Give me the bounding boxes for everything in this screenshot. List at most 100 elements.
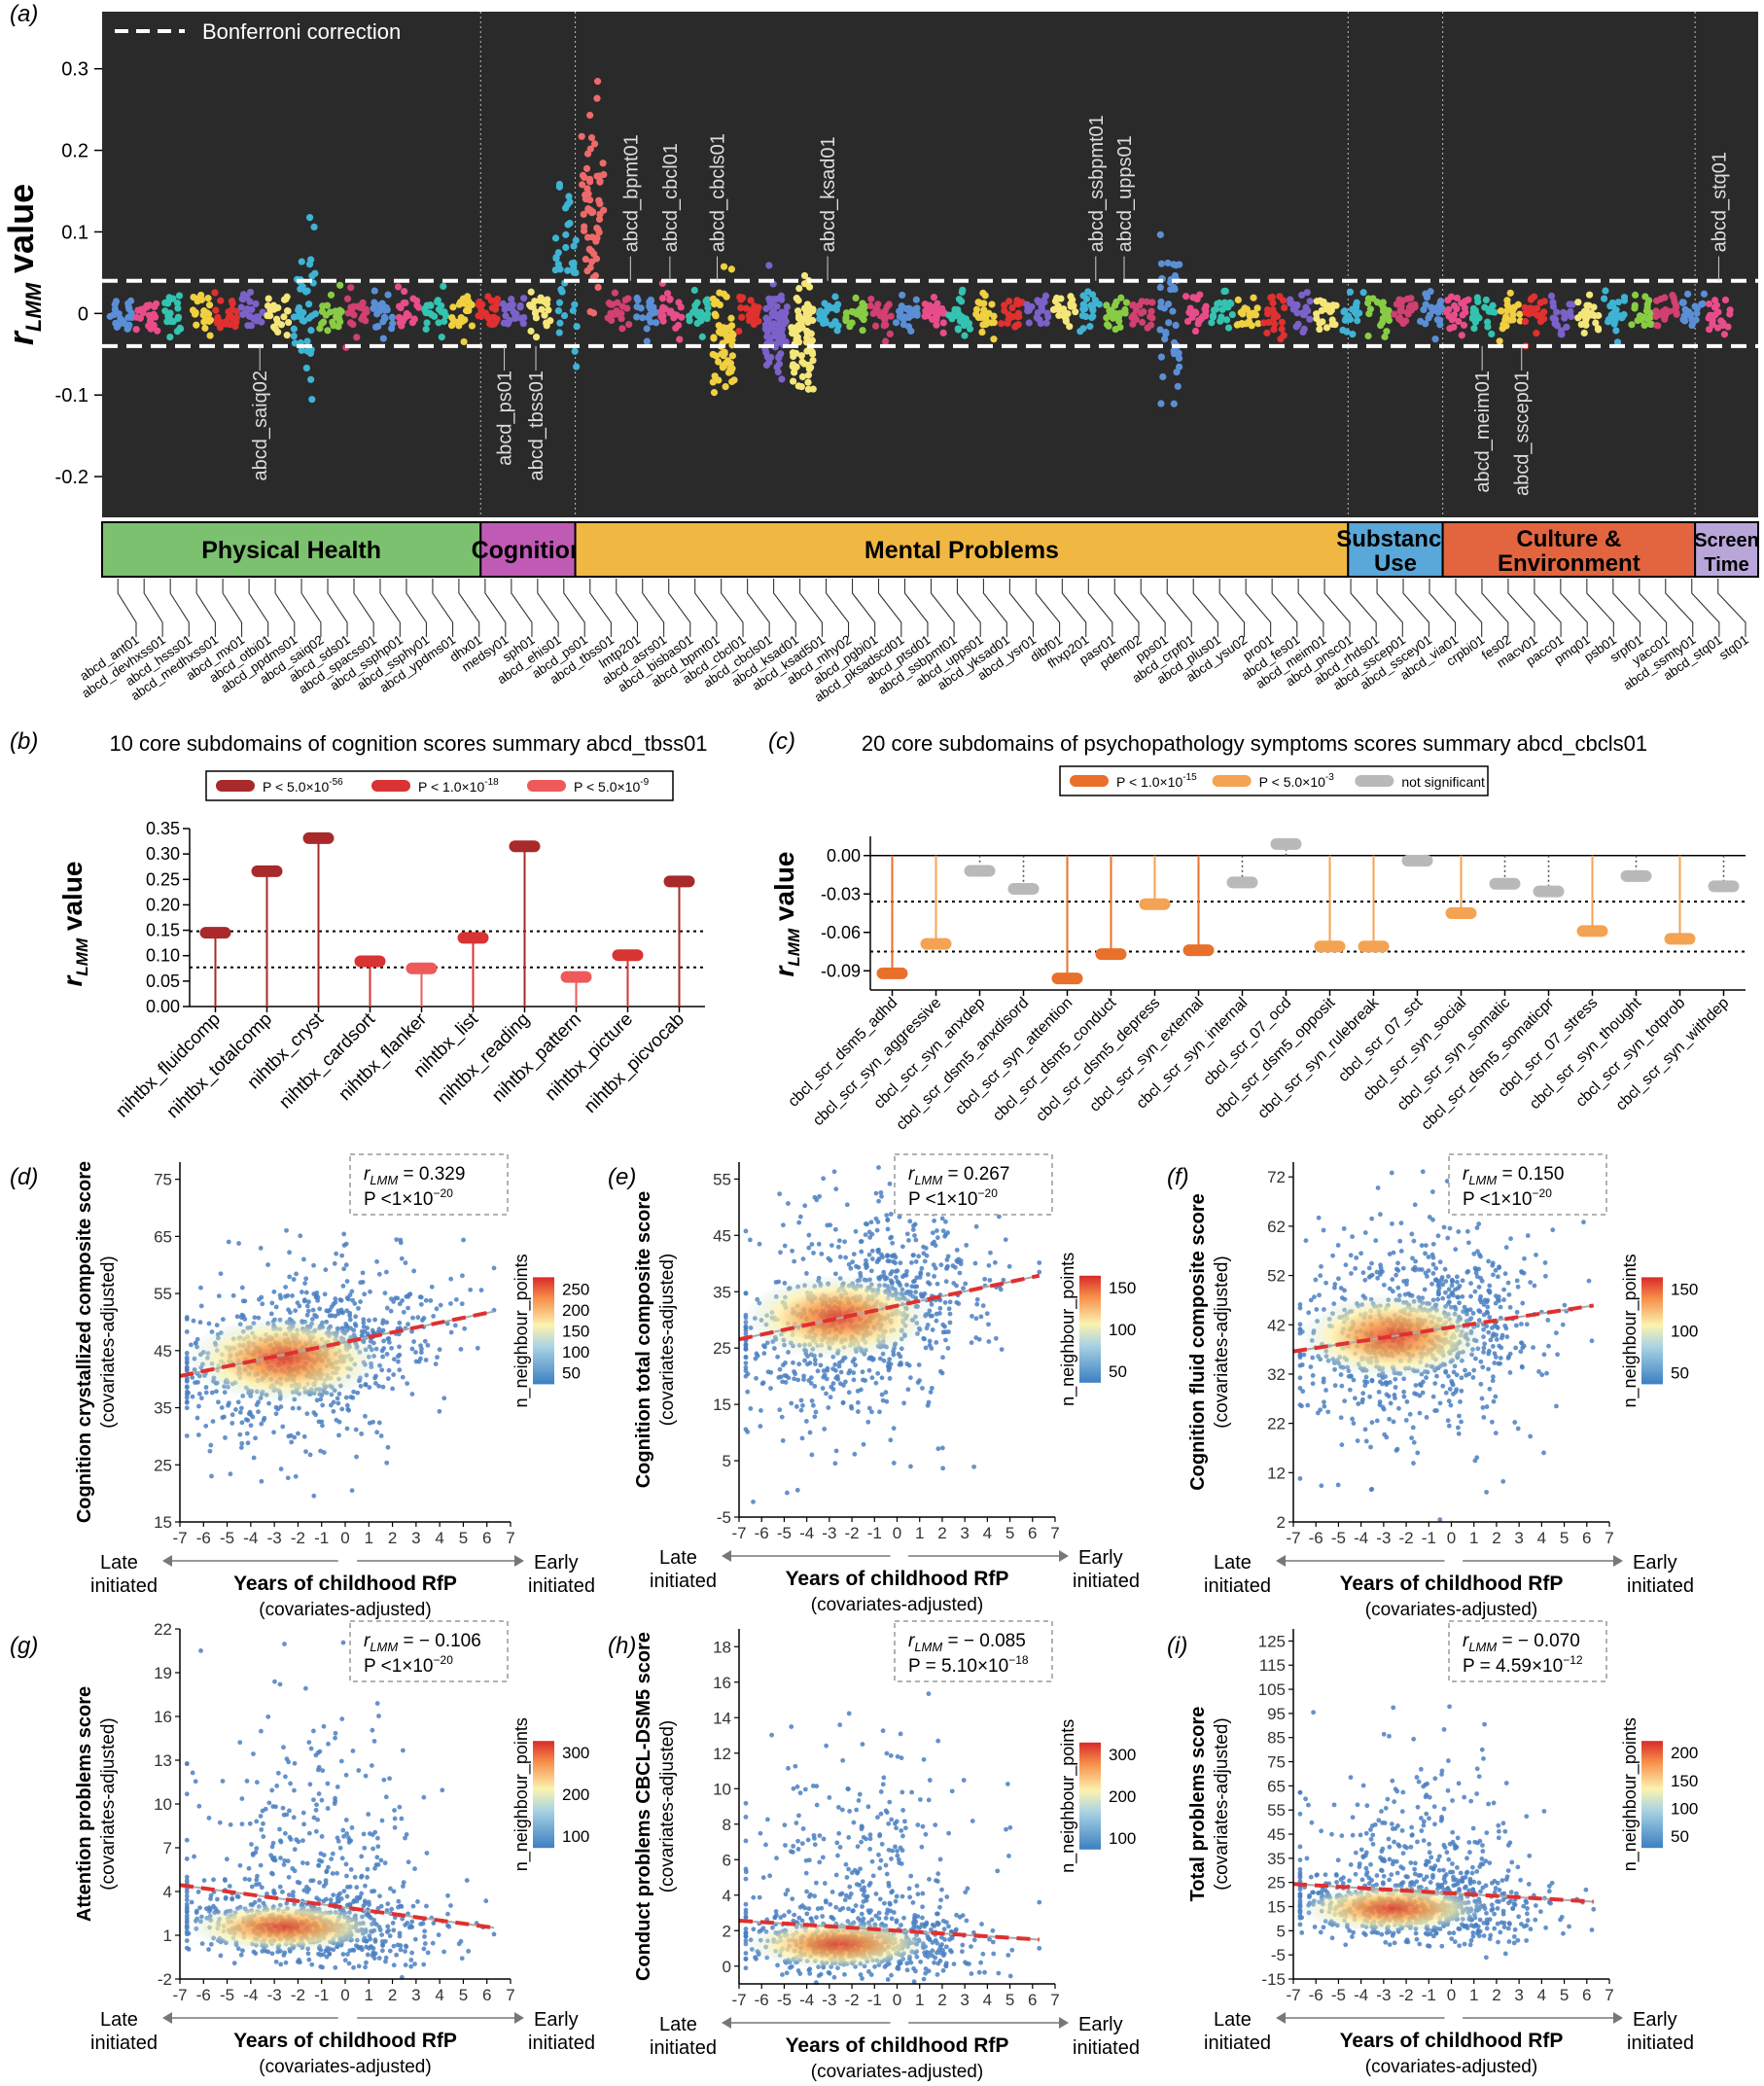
panel-a-point xyxy=(966,325,974,333)
panel-a-point xyxy=(892,319,900,327)
ytick-label: -0.09 xyxy=(821,961,861,980)
panel-a-point xyxy=(900,315,908,323)
panel-a-point xyxy=(675,299,683,306)
scatter-point xyxy=(1388,1400,1394,1406)
scatter-point xyxy=(1446,1373,1451,1379)
panel-a-point xyxy=(709,350,717,359)
panel-a-point xyxy=(608,316,616,325)
scatter-point xyxy=(924,1253,930,1258)
panel-a-point xyxy=(169,318,177,326)
scatter-point xyxy=(928,1390,934,1395)
scatter-point xyxy=(265,1262,270,1267)
panel-a-point xyxy=(804,378,812,386)
xtick-label: -6 xyxy=(1309,1529,1323,1547)
scatter-point xyxy=(1436,1281,1442,1287)
scatter-point xyxy=(1424,1415,1429,1420)
scatter-point xyxy=(453,1296,459,1302)
scatter-point xyxy=(880,1255,885,1260)
scatter-point xyxy=(245,1440,251,1446)
scatter-point xyxy=(1446,1398,1452,1404)
scatter-point xyxy=(350,1395,356,1400)
scatter-point xyxy=(1313,1277,1319,1283)
panel-a-point xyxy=(310,223,318,230)
lollipop-head xyxy=(1533,885,1565,898)
ytick-label: 0.20 xyxy=(146,895,180,914)
panel-a-point xyxy=(1157,353,1166,361)
panel-a-point xyxy=(1506,289,1514,297)
scatter-point xyxy=(310,1307,316,1313)
scatter-point xyxy=(868,1220,874,1225)
late-label: Late xyxy=(659,1547,697,1569)
panel-a-point xyxy=(164,300,172,307)
scatter-point xyxy=(441,1396,447,1401)
panel-a-point xyxy=(343,295,352,302)
initiated-label: initiated xyxy=(1073,1571,1140,1592)
scatter-point xyxy=(409,1346,415,1352)
panel-a-point xyxy=(447,321,456,330)
panel-a-annotation: abcd_cbcls01 xyxy=(708,133,729,252)
panel-a-point xyxy=(1089,301,1097,309)
panel-a-point xyxy=(415,303,423,311)
scatter-point xyxy=(1487,1386,1493,1392)
ytick-label: 45 xyxy=(154,1342,172,1361)
panel-label-c: (c) xyxy=(768,728,795,755)
scatter-point xyxy=(1433,1265,1439,1271)
panel-a-point xyxy=(1489,301,1497,309)
scatter-point xyxy=(919,1265,925,1271)
instrument-leader xyxy=(1166,579,1192,637)
instrument-leader xyxy=(1639,579,1668,637)
panel-a-point xyxy=(229,305,236,313)
scatter-point xyxy=(743,1290,749,1296)
colorbar-tick: 50 xyxy=(562,1363,581,1382)
panel-a-point xyxy=(948,315,956,323)
scatter-point xyxy=(448,1276,454,1282)
domain-label: Environment xyxy=(1498,550,1641,577)
panel-a-point xyxy=(804,371,813,379)
panel-a-point xyxy=(579,181,586,189)
panel-a-point xyxy=(403,309,410,318)
scatter-point xyxy=(286,1433,292,1439)
scatter-point xyxy=(1471,1367,1477,1373)
instrument-leader xyxy=(1140,579,1166,637)
scatter-point xyxy=(1493,1300,1499,1306)
scatter-point xyxy=(980,1303,986,1309)
panel-a-point xyxy=(395,313,404,322)
scatter-point xyxy=(238,1445,244,1450)
scatter-point xyxy=(864,1265,869,1270)
panel-a-point xyxy=(727,314,735,322)
panel-a-point xyxy=(797,383,805,391)
panel-a-point xyxy=(1344,315,1353,323)
panel-a-point xyxy=(212,306,220,314)
panel-a-point xyxy=(1583,301,1591,309)
instrument-leader xyxy=(537,579,559,637)
panel-a-point xyxy=(585,245,593,253)
scatter-point xyxy=(1037,1260,1042,1265)
scatter-point xyxy=(869,1409,874,1415)
panel-a-point xyxy=(1164,259,1172,267)
scatter-y-label-2: (covariates-adjusted) xyxy=(98,1255,119,1428)
scatter-point xyxy=(789,1400,794,1406)
scatter-point xyxy=(1508,1236,1513,1242)
panel-a-point xyxy=(327,291,335,299)
scatter-point xyxy=(339,1406,345,1412)
instrument-leader xyxy=(1376,579,1403,637)
scatter-point xyxy=(268,1311,274,1317)
panel-a-point xyxy=(1209,313,1217,321)
scatter-point xyxy=(1319,1483,1324,1489)
scatter-point xyxy=(898,1354,903,1360)
ytick-label: 0.10 xyxy=(146,946,180,966)
panel-a-ytick-label: 0.1 xyxy=(61,222,88,243)
scatter-point xyxy=(1413,1258,1419,1264)
scatter-point xyxy=(194,1415,200,1421)
panel-a-point xyxy=(388,313,396,321)
panel-a-point xyxy=(596,200,604,208)
panel-a-point xyxy=(1182,293,1190,301)
scatter-point xyxy=(259,1478,265,1484)
panel-a-point xyxy=(298,346,305,354)
panel-a-point xyxy=(583,266,591,275)
scatter-point xyxy=(1404,1398,1410,1404)
scatter-point xyxy=(1429,1281,1434,1287)
panel-a-point xyxy=(434,297,441,304)
scatter-point xyxy=(1394,1266,1399,1272)
panel-a-point xyxy=(747,297,755,304)
